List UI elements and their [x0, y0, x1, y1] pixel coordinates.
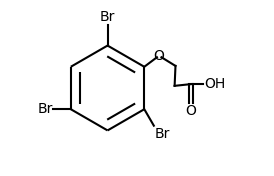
Text: Br: Br — [37, 102, 53, 116]
Text: O: O — [186, 104, 196, 118]
Text: Br: Br — [100, 10, 115, 24]
Text: O: O — [154, 49, 164, 62]
Text: Br: Br — [155, 127, 170, 141]
Text: OH: OH — [204, 77, 226, 91]
